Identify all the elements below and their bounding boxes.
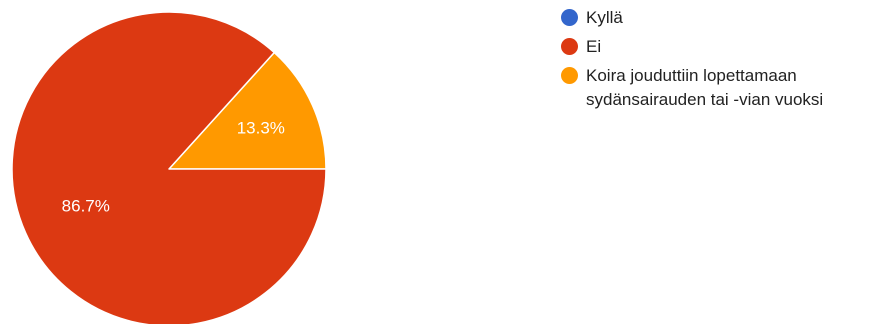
legend-swatch-koira <box>561 67 578 84</box>
legend-label-kylla: Kyllä <box>586 8 623 27</box>
pie-slice-label-2: 13.3% <box>237 119 285 138</box>
legend-swatch-kylla <box>561 9 578 26</box>
legend-item-ei[interactable]: Ei <box>561 35 886 59</box>
legend-item-kylla[interactable]: Kyllä <box>561 6 886 30</box>
pie-chart: 13.3% 86.7% <box>11 11 327 324</box>
pie-slice-label-1: 86.7% <box>62 196 110 215</box>
legend-label-koira: Koira jouduttiin lopettamaan sydänsairau… <box>586 66 824 109</box>
pie-slice-2[interactable] <box>168 51 327 170</box>
legend-label-ei: Ei <box>586 37 602 56</box>
legend: Kyllä Ei Koira jouduttiin lopettamaan sy… <box>561 6 886 117</box>
pie-slice-1[interactable] <box>11 11 327 324</box>
legend-swatch-ei <box>561 38 578 55</box>
legend-item-koira[interactable]: Koira jouduttiin lopettamaan sydänsairau… <box>561 64 886 112</box>
